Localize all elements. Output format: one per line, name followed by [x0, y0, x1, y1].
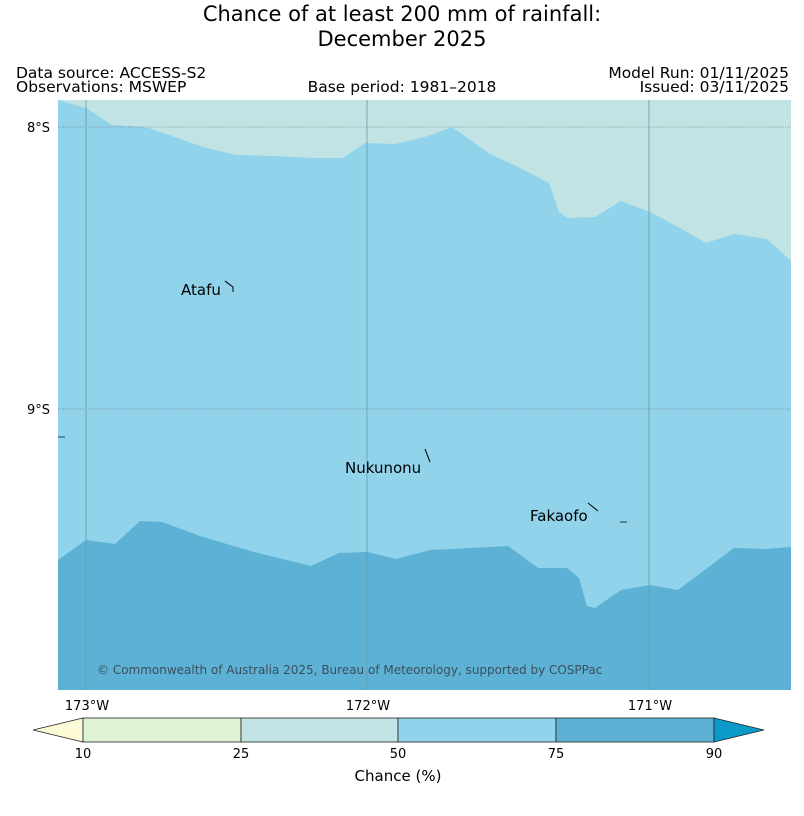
colorbar-tick-75: 75: [548, 747, 565, 762]
lon-label-173w: 173°W: [65, 699, 109, 714]
lat-label-8s: 8°S: [27, 121, 50, 136]
colorbar-bin-25-50: [240, 717, 399, 743]
map-zone-75-90: [58, 521, 791, 690]
graticule: [58, 100, 791, 690]
nukunonu-island-shape: [424, 448, 431, 463]
place-label-fakaofo: Fakaofo: [530, 507, 588, 525]
colorbar-bin-50-75: [397, 717, 557, 743]
issued-date: Issued: 03/11/2025: [639, 78, 789, 96]
colorbar-bin-above-90: [713, 717, 765, 743]
lon-label-172w: 172°W: [346, 699, 390, 714]
islands: [58, 280, 627, 523]
lat-label-9s: 9°S: [27, 403, 50, 418]
atafu-island-shape: [224, 280, 234, 292]
colorbar-bin-10-25: [82, 717, 242, 743]
colorbar-title: Chance (%): [355, 767, 442, 785]
map-title: Chance of at least 200 mm of rainfall: D…: [0, 2, 804, 52]
fakaofo-island-shape: [587, 502, 599, 512]
colorbar-tick-50: 50: [390, 747, 407, 762]
colorbar-bin-75-90: [555, 717, 715, 743]
place-label-nukunonu: Nukunonu: [345, 459, 421, 477]
place-label-atafu: Atafu: [181, 281, 221, 299]
copyright-notice: © Commonwealth of Australia 2025, Bureau…: [97, 663, 602, 677]
colorbar-tick-10: 10: [75, 747, 92, 762]
observations: Observations: MSWEP: [16, 78, 187, 96]
map-zone-50-75: [58, 100, 791, 690]
base-period: Base period: 1981–2018: [307, 78, 497, 96]
colorbar-tick-25: 25: [233, 747, 250, 762]
colorbar: [32, 717, 765, 743]
lon-label-171w: 171°W: [628, 699, 672, 714]
title-line-1: Chance of at least 200 mm of rainfall:: [202, 2, 602, 26]
colorbar-tick-90: 90: [706, 747, 723, 762]
data-source: Data source: ACCESS-S2: [16, 64, 207, 82]
title-line-2: December 2025: [317, 27, 487, 51]
colorbar-bin-below-10: [32, 717, 84, 743]
model-run: Model Run: 01/11/2025: [608, 64, 789, 82]
